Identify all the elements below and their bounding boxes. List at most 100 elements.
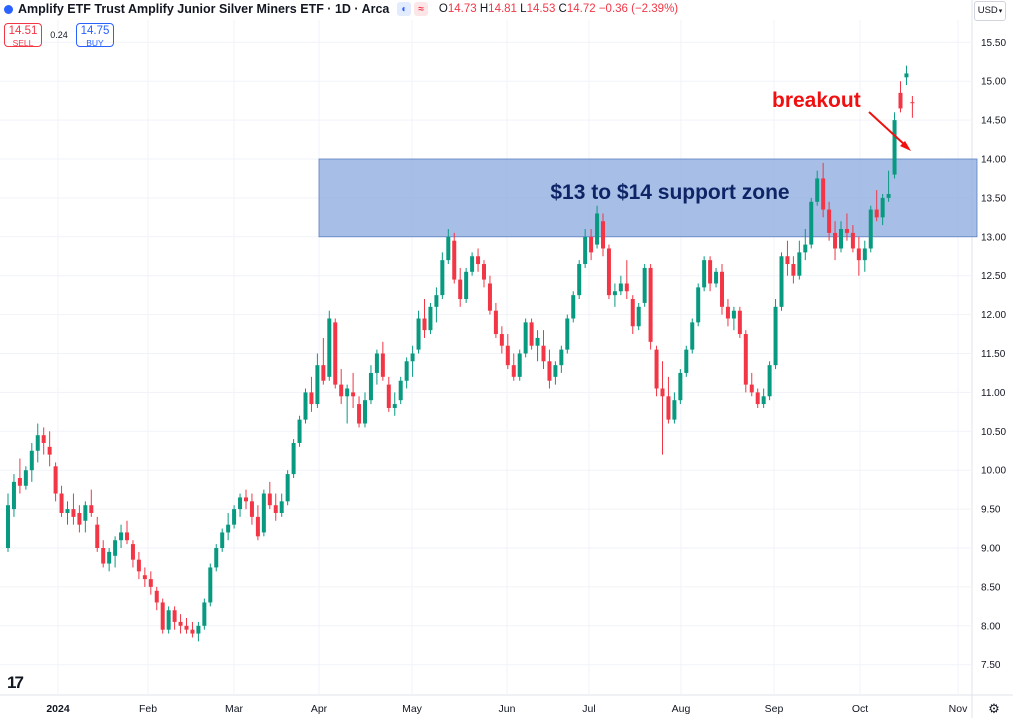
candle	[202, 598, 207, 630]
candle	[612, 283, 617, 307]
time-tick-label: Aug	[672, 703, 691, 715]
candle	[422, 299, 427, 338]
candle	[791, 256, 796, 284]
price-tick-label: 9.00	[981, 544, 1001, 555]
candle	[6, 493, 10, 552]
chart-header: Amplify ETF Trust Amplify Junior Silver …	[4, 1, 678, 17]
currency-selector[interactable]: USD▾	[974, 1, 1006, 21]
candle	[827, 201, 832, 241]
candle	[458, 267, 463, 307]
candle	[285, 470, 290, 506]
time-tick-label: May	[402, 703, 423, 715]
candle	[107, 548, 112, 572]
candle	[523, 318, 528, 358]
candle	[630, 295, 635, 335]
candle	[53, 462, 58, 502]
candle	[321, 337, 326, 385]
candle	[184, 618, 189, 634]
price-tick-label: 9.50	[981, 505, 1001, 516]
candle	[809, 197, 814, 249]
price-axis[interactable]: 7.50 8.00 8.50 9.00 9.50 10.00 10.50 11.00 11.50…	[981, 38, 1006, 671]
candle	[368, 365, 373, 405]
candle	[529, 318, 534, 350]
candle	[160, 598, 165, 634]
candle	[196, 621, 201, 642]
buy-button[interactable]: 14.75 BUY	[76, 23, 114, 48]
candle	[398, 376, 403, 405]
candle	[821, 162, 826, 218]
compare-icon[interactable]: ≈	[414, 2, 428, 16]
tradingview-logo-icon[interactable]: 17	[7, 673, 24, 692]
price-tick-label: 8.50	[981, 582, 1001, 593]
session-toggle-icon[interactable]: ◐	[397, 2, 412, 16]
candle	[35, 423, 40, 463]
candle	[357, 396, 362, 428]
price-tick-label: 12.00	[981, 310, 1006, 321]
candle	[464, 267, 469, 303]
candle	[297, 415, 302, 447]
candle	[505, 334, 510, 370]
candle	[755, 388, 760, 408]
gear-icon[interactable]: ⚙	[988, 701, 1000, 716]
candle	[303, 388, 308, 424]
price-tick-label: 10.50	[981, 427, 1006, 438]
candle	[172, 606, 177, 630]
candle	[880, 194, 885, 226]
price-tick-label: 11.00	[981, 388, 1006, 399]
candle	[654, 345, 659, 397]
candle	[731, 306, 736, 331]
ohlc-readout: O14.73 H14.81 L14.53 C14.72 −0.36 (−2.39…	[438, 3, 679, 15]
candle	[547, 349, 552, 389]
candle	[815, 170, 820, 206]
candle	[77, 505, 82, 533]
candle	[797, 240, 802, 280]
candle	[386, 376, 391, 412]
candle	[886, 170, 891, 202]
candle	[856, 236, 861, 276]
candle	[618, 275, 623, 296]
candle	[702, 256, 707, 292]
candle	[125, 520, 129, 545]
candle	[190, 621, 195, 638]
time-tick-label: Apr	[311, 703, 328, 715]
price-tick-label: 15.00	[981, 77, 1006, 88]
candle	[583, 229, 588, 268]
candle	[315, 353, 320, 408]
time-tick-label: Nov	[949, 703, 968, 715]
chevron-down-icon: ▾	[998, 8, 1003, 15]
price-tick-label: 11.50	[981, 349, 1006, 360]
candle	[803, 229, 808, 261]
candle	[71, 493, 76, 525]
candle	[267, 481, 272, 510]
candle	[672, 392, 677, 424]
candle	[154, 586, 159, 611]
candle	[428, 302, 433, 335]
candle	[142, 567, 147, 587]
candle	[624, 260, 629, 300]
candle	[690, 318, 695, 354]
candle	[720, 264, 724, 315]
candle	[850, 225, 855, 253]
candle	[553, 361, 558, 385]
candle	[767, 361, 772, 401]
candle	[577, 260, 582, 300]
candle	[779, 252, 784, 311]
candle	[749, 372, 754, 397]
candle	[273, 493, 278, 521]
candle	[148, 571, 153, 595]
sell-button[interactable]: 14.51 SELL	[4, 23, 42, 48]
candle	[345, 384, 350, 424]
spread-value: 0.24	[50, 30, 68, 40]
time-tick-label: Mar	[225, 703, 244, 715]
candle	[601, 213, 605, 257]
candle	[904, 65, 909, 86]
candle	[178, 614, 183, 634]
candle	[119, 524, 124, 548]
candle	[839, 221, 843, 253]
time-axis[interactable]: 2024 Feb Mar Apr May Jun Jul Aug Sep Oct Nov	[46, 703, 968, 715]
candle	[95, 516, 100, 552]
candle	[678, 369, 683, 405]
price-tick-label: 13.00	[981, 232, 1006, 243]
symbol-title[interactable]: Amplify ETF Trust Amplify Junior Silver …	[18, 2, 390, 16]
